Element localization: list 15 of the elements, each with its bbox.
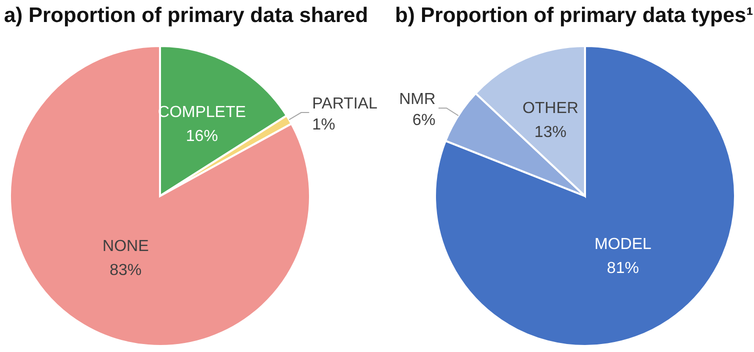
data-label: 83% bbox=[110, 262, 142, 280]
pie-slice bbox=[434, 45, 736, 347]
slice-label: PARTIAL bbox=[312, 96, 378, 113]
data-label: 13% bbox=[534, 124, 566, 142]
data-label: 6% bbox=[412, 112, 436, 130]
slice-label: OTHER bbox=[522, 100, 578, 118]
chart-title: a) Proportion of primary data shared bbox=[4, 4, 368, 28]
slice-label: NONE bbox=[102, 238, 149, 256]
slice-label: MODEL bbox=[594, 236, 652, 253]
slice-label: NMR bbox=[399, 91, 436, 108]
data-label: 16% bbox=[186, 128, 218, 145]
data-label: 81% bbox=[606, 260, 639, 277]
data-label: 1% bbox=[312, 116, 336, 134]
chart-title: b) Proportion of primary data types¹ bbox=[395, 4, 754, 28]
pie-slice bbox=[9, 45, 311, 347]
